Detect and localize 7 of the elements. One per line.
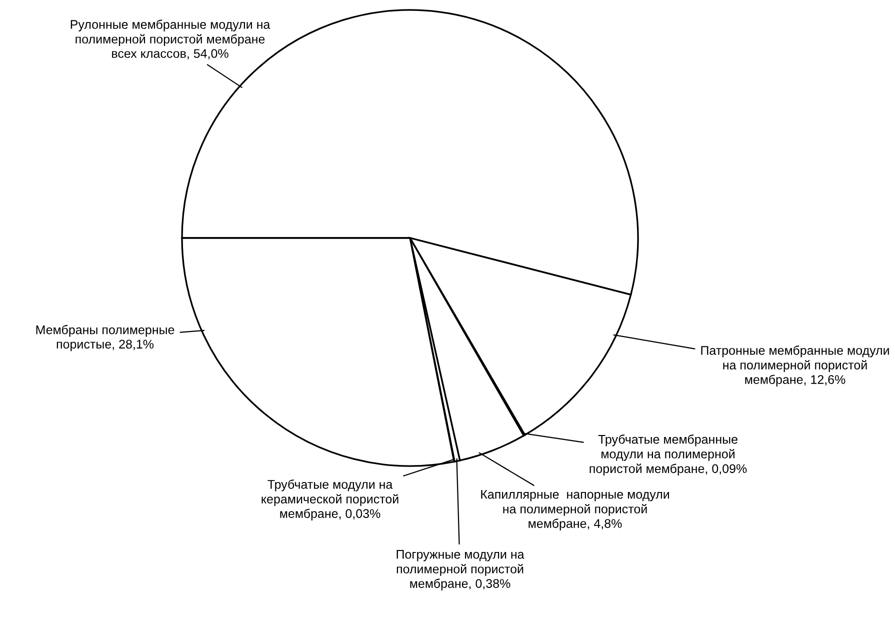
slice-label: Рулонные мембранные модули на полимерной пористой мембране всех классов, 54,0%	[70, 20, 270, 60]
slice-label: Капиллярные напорные модули на полимерной пористой мембране, 4,8%	[481, 490, 669, 530]
slice-label: Трубчатые мембранные модули на полимерной пористой мембране, 0,09%	[590, 434, 747, 476]
slice-label: Погружные модули на полимерной пористой мембране, 0,38%	[396, 550, 524, 590]
slice-label: Трубчатые модули на керамической пористой мембране, 0,03%	[262, 480, 398, 520]
slice-label: Патронные мембранные модули на полимерной пористой мембране, 12,6%	[701, 346, 889, 386]
slice-label: Мембраны полимерные пористые, 28,1%	[36, 324, 174, 352]
